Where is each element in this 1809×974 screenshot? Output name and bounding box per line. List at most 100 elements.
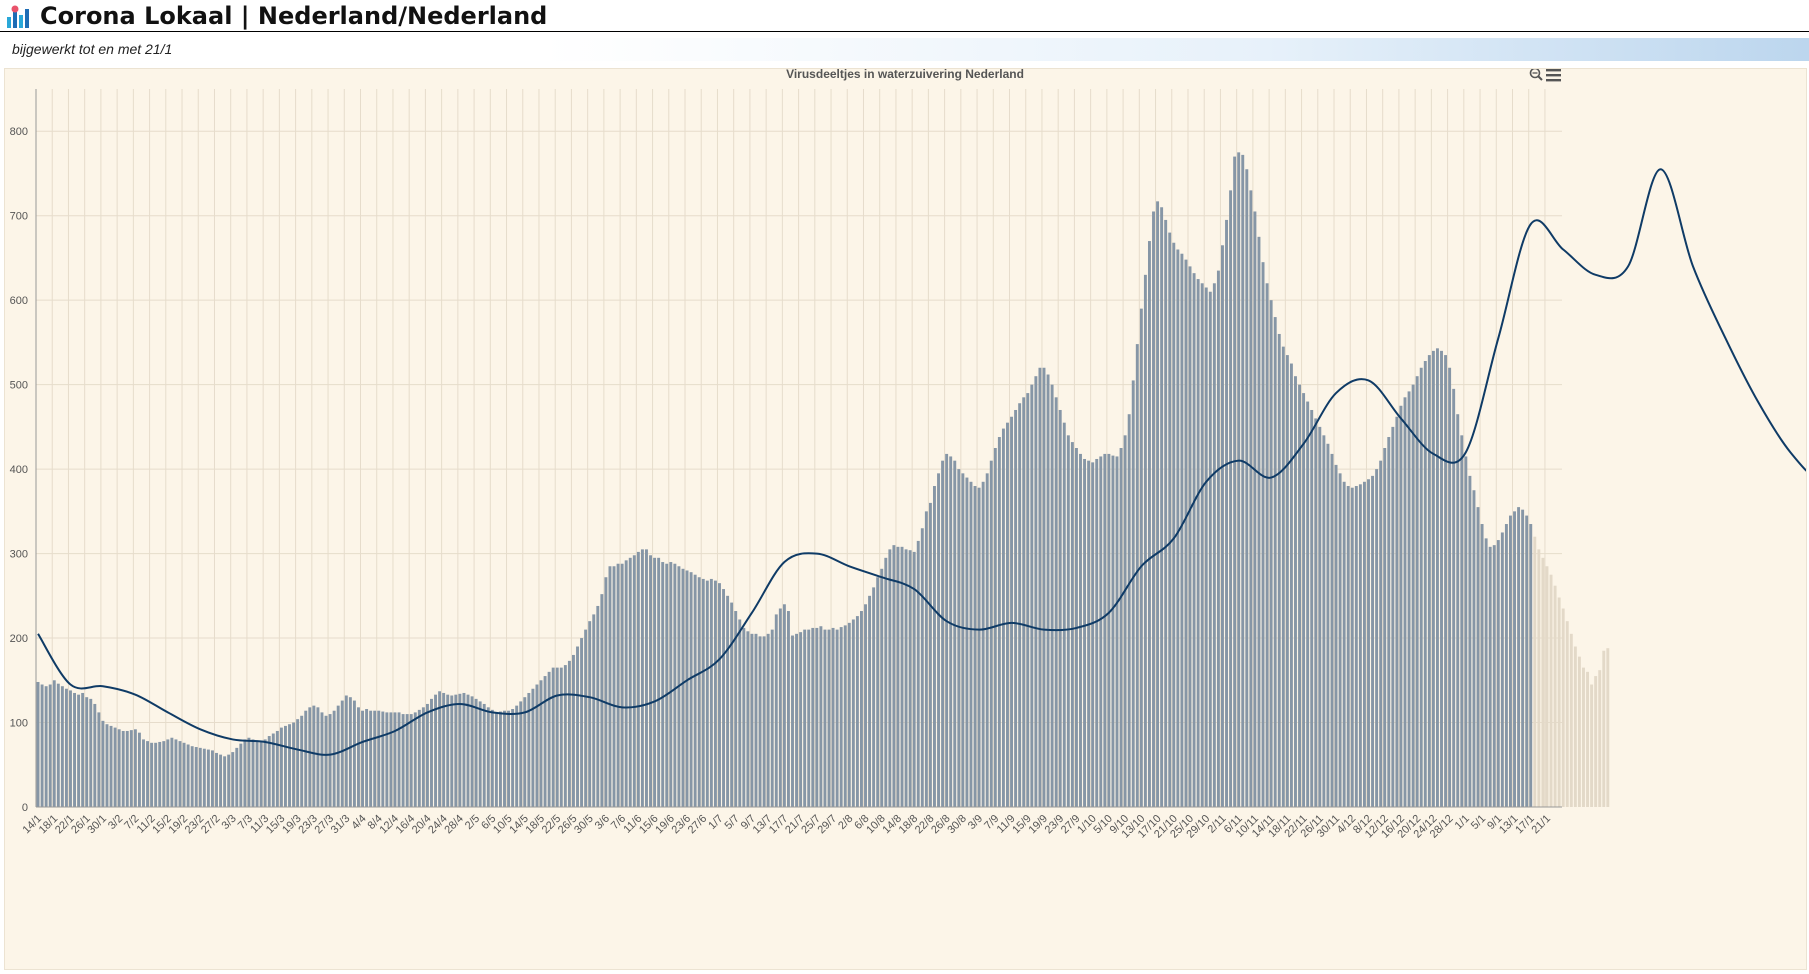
bar [417,709,421,807]
bar [1435,348,1439,807]
bar [855,616,859,807]
bar [819,626,823,807]
bar [1111,455,1115,807]
bar [486,707,490,807]
bar [1444,355,1448,807]
bar [482,703,486,807]
bar [762,636,766,807]
bar [1208,291,1212,807]
bar [206,749,210,807]
bar [835,629,839,807]
bar [823,629,827,807]
y-tick-label: 100 [10,718,28,730]
bar [1598,670,1602,807]
bar [693,574,697,807]
bar [77,694,81,807]
bar [1419,367,1423,807]
bar [697,577,701,807]
x-tick-label: 30/5 [572,813,596,837]
bar [543,676,547,807]
bar [1302,393,1306,807]
bar [1095,458,1099,807]
bar [1549,574,1553,807]
bar [1204,287,1208,808]
bar [1014,409,1018,807]
bar [1318,426,1322,807]
hamburger-menu-icon[interactable] [1546,69,1561,82]
bar [1172,242,1176,808]
bar [348,697,352,807]
bar [1371,475,1375,807]
bar [344,695,348,807]
bar [657,557,661,807]
bar [937,473,940,807]
bar [113,727,117,807]
bar [969,481,973,807]
bar [259,741,263,807]
bar [1375,469,1379,807]
app-header: Corona Lokaal | Nederland/Nederland [0,0,1809,32]
bar [815,627,819,807]
bar [799,632,803,807]
bar [85,697,89,807]
bar [1030,384,1034,807]
bar [413,712,417,807]
bar [125,730,129,807]
bar [109,725,113,807]
bar [868,595,872,807]
bar [284,725,287,807]
y-tick-label: 700 [10,211,28,223]
bar [1281,346,1285,807]
bar [202,748,206,807]
bar [425,703,429,807]
y-axis: 0 100 200 300 400 500 600 700 800 [10,89,37,814]
bar [182,742,186,807]
bar [352,700,356,807]
bar [1298,384,1301,807]
bar [807,629,811,807]
bar [1452,388,1456,807]
bar [219,754,223,807]
bar [1521,509,1525,807]
bar [1354,486,1358,807]
bar [190,746,194,807]
bar [267,736,271,807]
bar [580,638,584,807]
bar [1472,490,1476,807]
bar [1006,422,1009,807]
bar [839,627,843,807]
bar [357,707,360,807]
bar [1492,545,1496,807]
bar [1399,405,1403,807]
bar [1460,435,1464,807]
bar [511,709,515,807]
bar [1582,667,1585,807]
bar [129,730,133,807]
bar [1152,211,1155,807]
bar [519,701,523,807]
bar [563,665,567,807]
x-tick-label: 28/4 [442,813,466,837]
bar [1509,515,1512,807]
bar [612,566,616,807]
bar [555,667,559,807]
zoom-icon[interactable] [1529,67,1543,81]
bar [1367,479,1370,807]
bar [1050,384,1054,807]
bar [896,546,900,807]
bar [1192,273,1196,807]
bar [1091,462,1095,807]
bar [1188,266,1192,807]
bar [1261,262,1265,808]
bar [1225,219,1228,807]
bar [884,557,888,807]
bar [726,595,730,807]
bar [730,602,734,807]
bar [718,583,721,807]
bar [1257,236,1261,807]
bar [628,557,632,807]
bar [1079,453,1082,807]
bar [523,697,527,807]
bar [1253,211,1257,807]
bar [1541,557,1545,807]
